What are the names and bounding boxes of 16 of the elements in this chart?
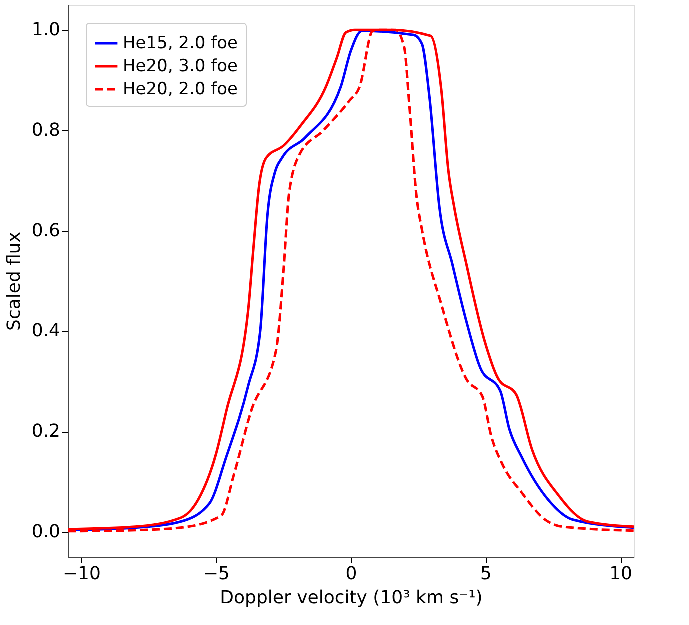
y-tick-label: 0.2 bbox=[32, 421, 60, 442]
y-tick-label: 0.4 bbox=[32, 320, 60, 342]
x-tick-label: 5 bbox=[480, 564, 492, 584]
legend-label: He20, 2.0 foe bbox=[123, 80, 238, 100]
y-axis-title: Scaled flux bbox=[4, 232, 25, 331]
x-axis-title: Doppler velocity (10³ km s⁻¹) bbox=[220, 588, 483, 608]
x-tick-label: 0 bbox=[346, 564, 358, 584]
y-tick-label: 0.8 bbox=[32, 120, 60, 141]
legend-label: He15, 2.0 foe bbox=[123, 34, 238, 54]
y-tick-label: 1.0 bbox=[32, 20, 60, 41]
y-tick-label: 0.0 bbox=[32, 521, 60, 542]
x-tick-label: 10 bbox=[610, 564, 632, 584]
y-tick-label: 0.6 bbox=[32, 220, 60, 242]
legend-label: He20, 3.0 foe bbox=[123, 56, 238, 76]
x-tick-label: −5 bbox=[203, 564, 230, 584]
x-tick-label: −10 bbox=[62, 564, 101, 584]
